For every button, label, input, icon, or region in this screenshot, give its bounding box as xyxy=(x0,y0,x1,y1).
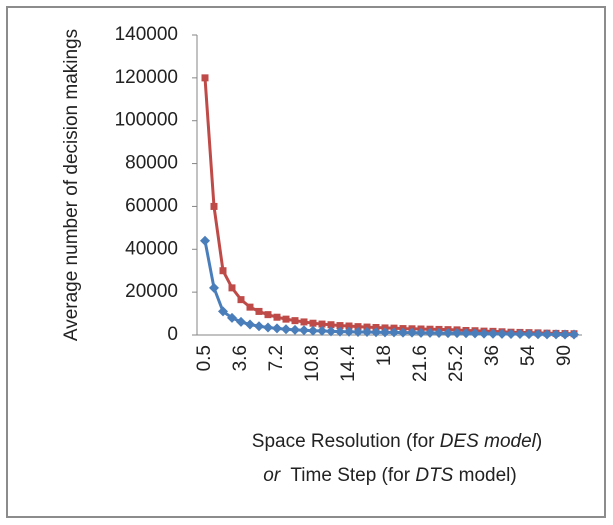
y-tick-label: 60000 xyxy=(125,195,178,216)
marker xyxy=(515,329,525,340)
y-tick-label: 140000 xyxy=(115,24,178,45)
x-tick-label: 0.5 xyxy=(194,345,215,371)
x-tick-label: 7.2 xyxy=(266,345,287,371)
marker xyxy=(353,327,363,337)
marker xyxy=(236,316,246,327)
marker xyxy=(542,329,552,340)
marker xyxy=(336,322,344,330)
x-title-part: ) xyxy=(536,431,542,452)
marker xyxy=(309,319,317,327)
marker xyxy=(345,322,353,330)
marker xyxy=(569,329,579,340)
marker xyxy=(560,329,570,340)
x-title-part: Space Resolution (for xyxy=(252,431,440,452)
marker xyxy=(237,296,245,304)
marker xyxy=(308,325,318,336)
x-tick-label: 90 xyxy=(554,345,575,366)
marker xyxy=(452,328,462,339)
marker xyxy=(272,323,282,334)
marker xyxy=(380,327,390,338)
marker xyxy=(371,327,381,338)
marker xyxy=(290,324,300,335)
marker xyxy=(416,327,426,338)
marker xyxy=(317,325,327,336)
y-tick-label: 100000 xyxy=(115,110,178,131)
marker xyxy=(551,329,561,340)
marker xyxy=(326,326,336,337)
x-tick-label: 36 xyxy=(482,345,503,366)
x-tick-label: 10.8 xyxy=(302,345,323,382)
x-title-part: Time Step (for xyxy=(280,465,415,486)
marker xyxy=(254,321,264,332)
x-tick-label: 14.4 xyxy=(338,345,359,382)
marker xyxy=(470,328,480,339)
y-tick-label: 0 xyxy=(167,324,178,345)
marker xyxy=(218,306,228,317)
marker xyxy=(263,322,273,333)
marker xyxy=(479,328,489,339)
x-title-part: DES model xyxy=(440,431,537,452)
marker xyxy=(362,327,372,337)
x-axis-title-2: or Time Step (for DTS model) xyxy=(263,465,516,486)
marker xyxy=(273,313,281,321)
marker xyxy=(300,318,308,326)
y-tick-label: 80000 xyxy=(125,153,178,174)
x-title-part: model) xyxy=(453,465,516,486)
y-axis-title: Average number of decision makings xyxy=(61,29,82,341)
marker xyxy=(434,327,444,338)
marker xyxy=(291,317,299,325)
marker xyxy=(335,326,345,337)
marker xyxy=(245,319,255,330)
chart-frame xyxy=(6,6,606,518)
marker xyxy=(209,282,219,293)
marker xyxy=(398,327,408,338)
marker xyxy=(228,284,236,292)
y-tick-label: 40000 xyxy=(125,238,178,259)
marker xyxy=(443,328,453,339)
marker xyxy=(210,202,218,210)
marker xyxy=(407,327,417,338)
marker xyxy=(497,328,507,339)
marker xyxy=(282,315,290,323)
marker xyxy=(219,267,227,275)
x-title-part: DTS xyxy=(415,465,453,486)
marker xyxy=(299,325,309,336)
marker xyxy=(281,324,291,335)
marker xyxy=(255,307,263,315)
marker xyxy=(461,328,471,339)
x-tick-label: 25.2 xyxy=(446,345,467,382)
marker xyxy=(533,329,543,340)
marker xyxy=(318,320,326,328)
marker xyxy=(200,235,210,246)
x-tick-label: 3.6 xyxy=(230,345,251,371)
marker xyxy=(506,328,516,339)
marker xyxy=(327,321,335,329)
marker xyxy=(201,74,209,82)
marker xyxy=(227,312,237,323)
x-title-part: or xyxy=(263,465,281,486)
marker xyxy=(389,327,399,338)
marker xyxy=(354,323,362,331)
marker xyxy=(425,327,435,338)
x-tick-label: 54 xyxy=(518,345,539,367)
marker xyxy=(488,328,498,339)
x-tick-label: 18 xyxy=(374,345,395,366)
marker xyxy=(344,326,354,337)
x-axis-title: Space Resolution (for DES model) xyxy=(252,431,542,452)
x-tick-label: 21.6 xyxy=(410,345,431,382)
marker xyxy=(524,329,534,340)
marker xyxy=(246,303,254,311)
y-tick-label: 20000 xyxy=(125,281,178,302)
y-tick-label: 120000 xyxy=(115,67,178,88)
marker xyxy=(264,311,272,319)
